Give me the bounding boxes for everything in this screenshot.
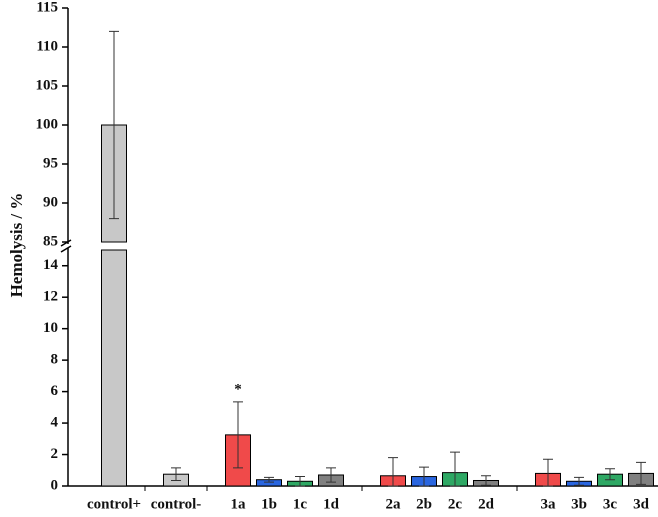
y-tick-label: 115 <box>36 0 58 15</box>
x-tick-label: 1d <box>323 496 340 512</box>
error-bar <box>388 457 398 487</box>
y-tick-label: 95 <box>43 155 58 171</box>
y-tick-label: 100 <box>36 116 59 132</box>
bar <box>101 249 127 487</box>
x-tick-label: 3a <box>541 496 557 512</box>
y-tick-label: 110 <box>36 38 58 54</box>
annotation: * <box>234 381 242 397</box>
error-bar <box>636 461 646 485</box>
x-tick-label: 2b <box>416 496 432 512</box>
y-tick-label: 105 <box>36 77 59 93</box>
y-tick-label: 12 <box>43 289 58 305</box>
axis-break-mark <box>60 239 72 253</box>
x-tick-label: 1b <box>261 496 277 512</box>
x-tick-label: control- <box>151 496 202 512</box>
error-bar <box>295 476 305 487</box>
error-bar <box>171 467 181 481</box>
x-tick-label: 3d <box>633 496 650 512</box>
x-tick-label: 1a <box>231 496 247 512</box>
y-tick-label: 6 <box>51 383 59 399</box>
error-bar <box>264 476 274 483</box>
y-tick-label: 85 <box>43 233 58 249</box>
x-tick-label: 1c <box>293 496 308 512</box>
error-bar <box>419 466 429 487</box>
x-tick-label: 2c <box>448 496 463 512</box>
error-bar <box>543 458 553 487</box>
error-bar <box>574 476 584 486</box>
y-tick-label: 14 <box>43 257 59 273</box>
y-tick-label: 90 <box>43 194 58 210</box>
x-tick-label: 3b <box>571 496 587 512</box>
y-tick-label: 10 <box>43 320 58 336</box>
y-tick-label: 4 <box>51 415 59 431</box>
error-bar <box>481 475 491 486</box>
error-bar <box>326 467 336 483</box>
error-bar <box>233 401 243 469</box>
y-tick-label: 0 <box>51 477 59 493</box>
x-tick-label: 2d <box>478 496 495 512</box>
error-bar <box>109 30 119 220</box>
y-tick-label: 8 <box>51 352 59 368</box>
x-tick-label: 2a <box>386 496 402 512</box>
error-bar <box>450 451 460 487</box>
axis-break <box>58 244 128 248</box>
x-tick-label: control+ <box>87 496 141 512</box>
error-bar <box>605 468 615 481</box>
y-tick-label: 2 <box>51 446 59 462</box>
y-axis-label: Hemolysis / % <box>7 193 26 298</box>
x-tick-label: 3c <box>603 496 618 512</box>
